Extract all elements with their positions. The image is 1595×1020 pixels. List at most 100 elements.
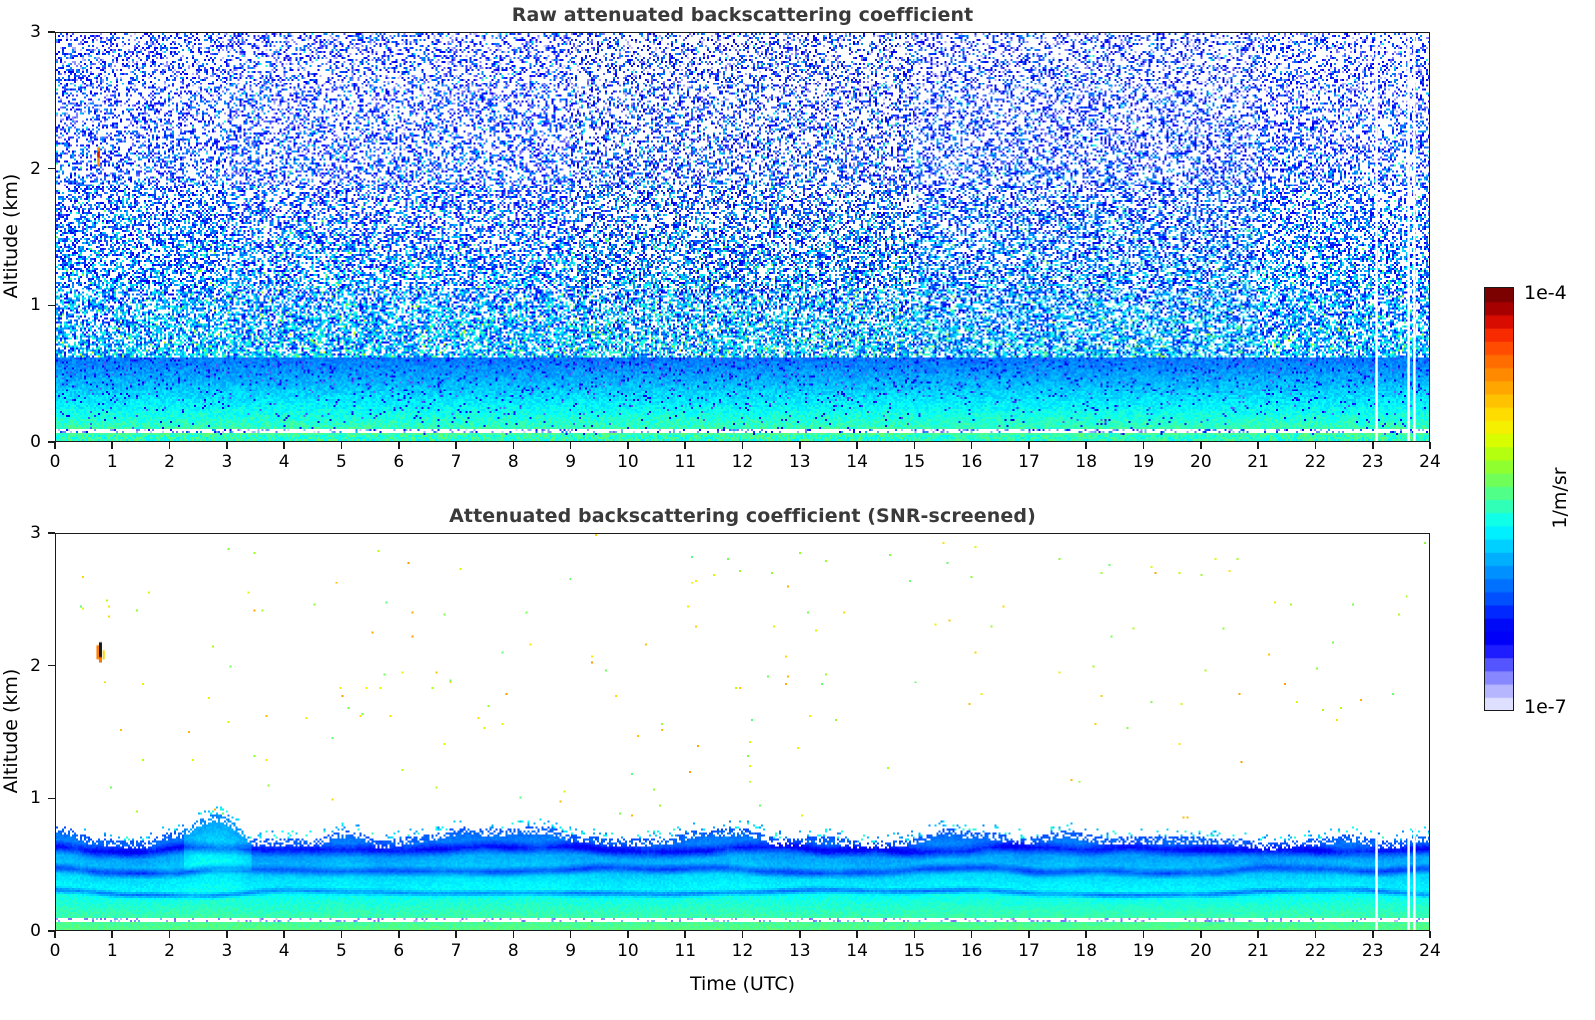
x-tick-label: 20 [1190,452,1212,472]
x-tick-label: 1 [106,941,118,961]
panel1-heatmap-canvas [56,33,1429,441]
x-tick-mark [684,931,686,938]
colorbar-min-label: 1e-7 [1524,696,1567,718]
x-tick-label: 9 [565,452,577,472]
x-tick-mark [1257,442,1259,449]
x-tick-mark [340,931,343,938]
x-tick-label: 19 [1132,452,1155,472]
x-tick-mark [1142,442,1145,449]
x-tick-label: 16 [960,452,983,472]
x-tick-label: 14 [846,452,868,472]
x-tick-mark [798,442,801,449]
x-tick-mark [340,442,343,449]
colorbar-unit-label: 1/m/sr [1549,467,1571,529]
x-tick-label: 12 [731,941,754,961]
y-tick-mark [48,304,55,307]
x-tick-label: 17 [1018,452,1040,472]
x-tick-label: 24 [1419,452,1441,472]
x-tick-mark [856,442,858,449]
x-tick-mark [111,931,114,938]
x-tick-mark [627,931,629,938]
x-tick-mark [168,931,171,938]
x-tick-mark [283,931,285,938]
x-tick-mark [856,931,858,938]
x-tick-label: 5 [336,941,347,961]
panel2-plot-area [55,533,1430,931]
panel1-title: Raw attenuated backscattering coefficien… [511,4,974,26]
x-tick-mark [1257,931,1259,938]
x-tick-label: 12 [731,452,754,472]
x-tick-label: 1 [106,452,118,472]
x-tick-mark [1429,931,1431,938]
x-tick-mark [1028,442,1030,449]
x-tick-label: 18 [1075,452,1098,472]
x-tick-mark [1200,931,1202,938]
x-tick-label: 15 [903,941,926,961]
x-tick-mark [512,442,515,449]
x-tick-label: 19 [1132,941,1155,961]
x-tick-label: 10 [617,452,639,472]
x-tick-label: 5 [336,452,347,472]
x-tick-label: 9 [565,941,577,961]
x-tick-mark [111,442,114,449]
x-tick-label: 8 [507,941,519,961]
x-tick-label: 2 [164,452,175,472]
panel2-title: Attenuated backscattering coefficient (S… [449,505,1036,527]
x-tick-mark [283,442,285,449]
x-tick-mark [1085,442,1088,449]
x-tick-label: 10 [617,941,639,961]
y-tick-mark [48,532,55,534]
x-tick-label: 0 [49,452,61,472]
y-tick-label: 1 [30,788,41,809]
x-tick-label: 23 [1361,941,1384,961]
x-tick-label: 4 [278,941,290,961]
x-tick-label: 14 [846,941,868,961]
x-tick-label: 6 [393,941,405,961]
x-tick-mark [1314,442,1317,449]
panel2-x-axis-label: Time (UTC) [689,973,796,995]
x-tick-mark [397,442,400,449]
y-tick-label: 1 [30,295,41,316]
x-tick-label: 18 [1075,941,1098,961]
x-tick-label: 11 [674,941,697,961]
y-tick-mark [48,31,55,33]
panel1-y-axis-label: Altitude (km) [0,173,22,299]
x-tick-mark [54,931,56,938]
y-tick-mark [48,930,55,932]
colorbar-canvas [1485,288,1513,710]
x-tick-mark [512,931,515,938]
x-tick-mark [1142,931,1145,938]
x-tick-mark [913,931,916,938]
x-tick-mark [1429,442,1431,449]
colorbar-gradient [1484,287,1514,711]
x-tick-mark [627,442,629,449]
x-tick-mark [1314,931,1317,938]
x-tick-label: 7 [450,941,462,961]
x-tick-mark [1371,442,1374,449]
x-tick-mark [455,931,457,938]
y-tick-label: 0 [30,921,41,941]
x-tick-label: 17 [1018,941,1040,961]
x-tick-label: 0 [49,941,61,961]
x-tick-mark [168,442,171,449]
x-tick-mark [1371,931,1374,938]
y-tick-mark [48,167,55,170]
y-tick-label: 3 [30,22,41,42]
x-tick-label: 4 [278,452,290,472]
x-tick-label: 15 [903,452,926,472]
x-tick-label: 21 [1247,452,1269,472]
x-tick-label: 8 [507,452,519,472]
panel2-heatmap-canvas [56,534,1429,930]
x-tick-mark [569,442,572,449]
x-tick-mark [741,931,744,938]
x-tick-label: 21 [1247,941,1269,961]
x-tick-mark [684,442,686,449]
panel1-plot-area [55,32,1430,442]
x-tick-mark [569,931,572,938]
x-tick-label: 13 [788,941,811,961]
panel2-y-axis-label: Altitude (km) [0,668,22,794]
x-tick-mark [226,442,228,449]
x-tick-label: 23 [1361,452,1384,472]
x-tick-label: 3 [221,941,233,961]
